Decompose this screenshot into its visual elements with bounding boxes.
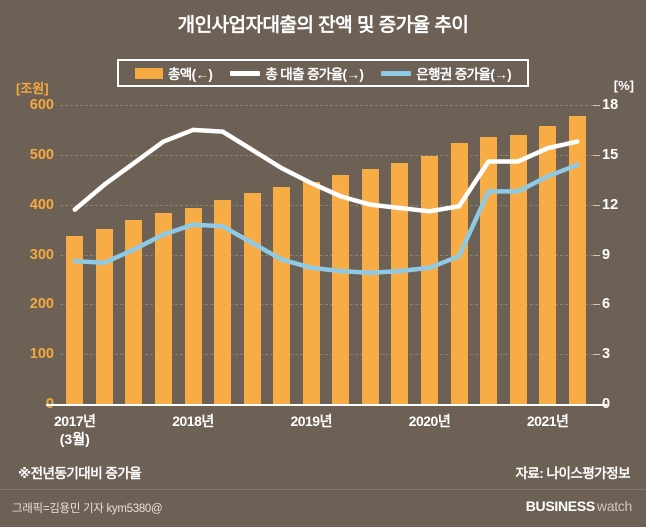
bar [214,200,231,404]
gridline [60,304,593,306]
bar [303,181,320,404]
y-axis-tickmark [593,105,600,106]
y-axis-left-tick: 100 [29,346,54,363]
y-axis-left-tick: 300 [29,246,54,263]
x-axis-label: 2020년 [408,413,451,429]
x-axis-label: 2021년 [526,413,569,429]
legend-item-total-growth: 총 대출 증가율(→) [230,63,364,83]
credit-label: 그래픽=김용민 기자 kym5380@ [12,503,163,515]
legend-item-bank-growth: 은행권 증가율(→) [381,63,512,83]
y-axis-left-tick: 500 [29,146,54,163]
bar [539,125,556,404]
line-series [72,162,580,276]
footnote: ※전년동기대비 증가율 [18,466,142,481]
bar [125,220,142,404]
y-axis-right-tick: 6 [602,296,611,313]
bar [362,169,379,404]
brand-secondary: watch [596,498,632,514]
x-axis-line [46,404,607,406]
legend-bar-swatch-icon [134,67,163,79]
gridline [60,254,593,256]
bar [391,163,408,404]
bar [332,175,349,404]
x-axis-label: 2018년 [172,413,214,429]
gridline [60,204,593,206]
brand-logo: BUSINESS watch [525,498,633,514]
x-axis-sublabel: (3월) [59,431,90,447]
y-axis-tickmark [593,304,600,306]
bar [185,207,202,404]
legend-label-bank-growth: 은행권 증가율(→) [416,67,512,82]
y-axis-tickmark [593,204,600,206]
bar [96,228,113,404]
source-label: 자료: 나이스평가정보 [515,466,630,481]
gridline [60,154,593,156]
y-axis-tickmark [593,154,600,156]
bar [569,115,586,404]
y-axis-right-tick: 18 [602,97,619,113]
y-axis-right-tick: 9 [602,246,611,263]
legend-line-swatch-white-icon [230,70,261,76]
legend-label-total-amount: 총액(←) [167,67,213,82]
bar [66,236,83,404]
bar [155,213,172,404]
bar [421,156,438,404]
y-axis-tickmark [593,354,600,356]
legend-item-total-amount: 총액(←) [134,63,213,83]
page-title: 개인사업자대출의 잔액 및 증가율 추이 [177,15,469,36]
gridline [60,354,593,356]
legend-line-swatch-blue-icon [381,70,412,76]
right-axis-unit: [%] [613,78,634,93]
y-axis-right-tick: 12 [602,196,619,213]
chart-legend: 총액(←) 총 대출 증가율(→) 은행권 증가율(→) [117,59,529,87]
brand-primary: BUSINESS [525,498,595,514]
y-axis-left-tick: 600 [29,97,54,113]
footer-divider [0,489,646,490]
y-axis-tickmark [593,254,600,256]
y-axis-right-tick: 15 [602,146,619,163]
bar [510,134,527,404]
y-axis-right-tick: 3 [602,346,611,363]
bar [273,187,290,404]
x-axis-label: 2017년 [54,413,96,429]
y-axis-left-tick: 400 [29,196,54,213]
left-axis-unit: [조원] [16,81,49,96]
x-axis-label: 2019년 [290,413,332,429]
legend-label-total-growth: 총 대출 증가율(→) [265,67,364,82]
line-series [72,127,580,214]
gridline [60,105,593,106]
y-axis-left-tick: 200 [29,296,54,313]
